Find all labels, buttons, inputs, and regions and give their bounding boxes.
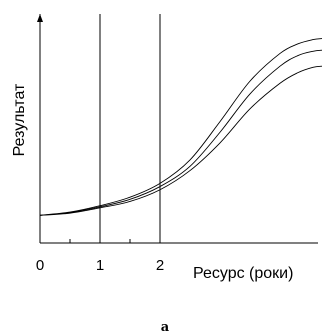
series-line-3	[39, 65, 323, 216]
x-tick-label: 0	[36, 257, 44, 274]
series-line-2	[39, 49, 323, 216]
series-line-1	[39, 38, 323, 216]
x-axis-label: Ресурс (роки)	[193, 265, 293, 282]
y-axis-label: Результат	[11, 83, 28, 156]
x-tick-label: 1	[96, 257, 104, 274]
y-axis-arrow-icon	[37, 14, 43, 22]
panel-label: a	[161, 320, 170, 335]
x-tick-label: 2	[156, 257, 164, 274]
